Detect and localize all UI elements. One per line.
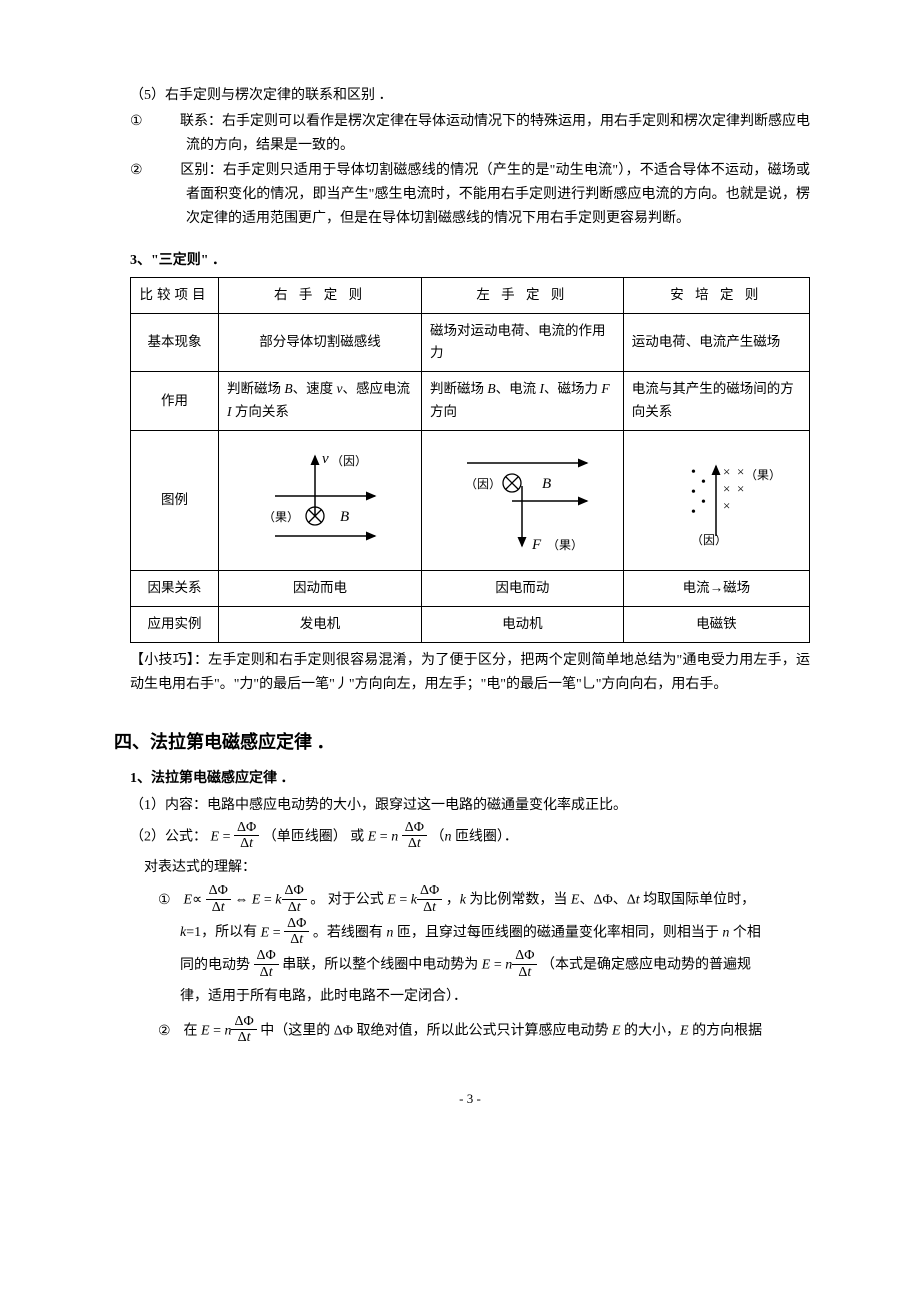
row-action: 作用 判断磁场 B、速度 v、感应电流 I 方向关系 判断磁场 B、电流 I、磁… <box>131 372 810 431</box>
col-left-hand: 左 手 定 则 <box>422 277 624 313</box>
cell: 因动而电 <box>219 571 422 607</box>
three-rules-table: 比较项目 右 手 定 则 左 手 定 则 安 培 定 则 基本现象 部分导体切割… <box>130 277 810 644</box>
cell: 因电而动 <box>422 571 624 607</box>
cell: 电流与其产生的磁场间的方向关系 <box>623 372 809 431</box>
n-coil-note: （n 匝线圈）． <box>430 829 518 844</box>
item-2-text: 区别：右手定则只适用于导体切割磁感线的情况（产生的是"动生电流"），不适合导体不… <box>180 163 810 226</box>
row-application: 应用实例 发电机 电动机 电磁铁 <box>131 607 810 643</box>
item-1-text: 联系：右手定则可以看作是楞次定律在导体运动情况下的特殊运用，用右手定则和楞次定律… <box>180 114 810 153</box>
cell: 部分导体切割磁感线 <box>219 313 422 372</box>
circled-2: ② <box>158 159 180 183</box>
svg-text:×: × <box>723 481 730 496</box>
section-4-heading: 四、法拉第电磁感应定律 ． <box>114 727 810 758</box>
svg-text:•: • <box>691 465 696 480</box>
text: 律，适用于所有电路，此时电路不一定闭合）． <box>158 989 467 1004</box>
expl-item-2: ② 在 E = nΔΦΔt 中（这里的 ΔΦ 取绝对值，所以此公式只计算感应电动… <box>158 1015 810 1047</box>
formula-prefix: （2）公式： <box>130 829 207 844</box>
content-line: （1）内容：电路中感应电动势的大小，跟穿过这一电路的磁通量变化率成正比。 <box>130 794 810 818</box>
cell: 判断磁场 B、电流 I、磁场力 F 方向 <box>422 372 624 431</box>
row-phenomenon: 基本现象 部分导体切割磁感线 磁场对运动电荷、电流的作用力 运动电荷、电流产生磁… <box>131 313 810 372</box>
three-rules-heading: 3、"三定则" ． <box>130 249 810 273</box>
col-right-hand: 右 手 定 则 <box>219 277 422 313</box>
svg-text:•: • <box>691 505 696 520</box>
diagram-svg-1: v （因） B （果） <box>245 441 395 561</box>
svg-text:•: • <box>701 495 706 510</box>
cell: 电流→磁场 <box>623 571 809 607</box>
col-compare: 比较项目 <box>131 277 219 313</box>
v-note: （因） <box>331 454 367 468</box>
diagram-right-hand: v （因） B （果） <box>219 431 422 571</box>
expl-item-1: ① E∝ ΔΦΔt ⇔ E = kΔΦΔt 。 对于公式 E = kΔΦΔt ，… <box>158 884 810 1011</box>
text: 中（这里的 ΔΦ 取绝对值，所以此公式只计算感应电动势 E 的大小，E 的方向根… <box>260 1024 762 1039</box>
guo-label: （果） <box>745 468 781 482</box>
svg-text:×: × <box>737 481 744 496</box>
diagram-svg-2: （因） B F （果） <box>437 441 607 561</box>
fraction: ΔΦΔt <box>234 820 259 852</box>
text: ，k 为比例常数，当 E、ΔΦ、Δt 均取国际单位时， <box>446 893 755 908</box>
cell-label: 应用实例 <box>131 607 219 643</box>
svg-text:•: • <box>691 485 696 500</box>
svg-text:×: × <box>737 464 744 479</box>
cell: 发电机 <box>219 607 422 643</box>
circled-1: ① <box>158 110 180 134</box>
f-label: F <box>531 537 542 553</box>
explanation-block: ① E∝ ΔΦΔt ⇔ E = kΔΦΔt 。 对于公式 E = kΔΦΔt ，… <box>158 884 810 1047</box>
text: （本式是确定感应电动势的普遍规 <box>541 958 751 973</box>
cell-text: 判断磁场 B、速度 v、感应电流 I 方向关系 <box>227 381 410 419</box>
formula-line: （2）公式： E = ΔΦΔt （单匝线圈） 或 E = n ΔΦΔt （n 匝… <box>130 821 810 853</box>
page-number: - 3 - <box>130 1088 810 1110</box>
cell: 电动机 <box>422 607 624 643</box>
subsection-5-title: （5）右手定则与楞次定律的联系和区别 ． <box>130 84 810 108</box>
circled-1: ① <box>158 886 180 915</box>
text: 串联，所以整个线圈中电动势为 <box>282 958 478 973</box>
fraction: ΔΦΔt <box>402 820 427 852</box>
cell: 运动电荷、电流产生磁场 <box>623 313 809 372</box>
v-label: v <box>322 451 329 467</box>
diagram-left-hand: （因） B F （果） <box>422 431 624 571</box>
guo-label: （果） <box>547 538 583 552</box>
section5-list: ①联系：右手定则可以看作是楞次定律在导体运动情况下的特殊运用，用右手定则和楞次定… <box>158 110 810 231</box>
b-label: B <box>340 509 349 525</box>
text: k=1，所以有 <box>158 925 261 940</box>
text: 。若线圈有 n 匝，且穿过每匝线圈的磁通量变化率相同，则相当于 n 个相 <box>313 925 761 940</box>
yin-label: （因） <box>465 477 501 491</box>
circled-2: ② <box>158 1017 180 1046</box>
text: 。 对于公式 <box>310 893 384 908</box>
cell: 磁场对运动电荷、电流的作用力 <box>422 313 624 372</box>
b-label: B <box>542 476 551 492</box>
cell-label: 作用 <box>131 372 219 431</box>
cell: 判断磁场 B、速度 v、感应电流 I 方向关系 <box>219 372 422 431</box>
text: 同的电动势 <box>158 958 250 973</box>
svg-text:×: × <box>723 464 730 479</box>
text: 在 <box>184 1024 198 1039</box>
diagram-ampere: • • • • • × × × × × （果） （因） <box>623 431 809 571</box>
item-2: ②区别：右手定则只适用于导体切割磁感线的情况（产生的是"动生电流"），不适合导体… <box>158 159 810 230</box>
tip-paragraph: 【小技巧】：左手定则和右手定则很容易混淆，为了便于区分，把两个定则简单地总结为"… <box>130 649 810 697</box>
explanation-head: 对表达式的理解： <box>144 856 810 880</box>
col-ampere: 安 培 定 则 <box>623 277 809 313</box>
cell: 电磁铁 <box>623 607 809 643</box>
svg-text:×: × <box>723 498 730 513</box>
cell-text: 判断磁场 B、电流 I、磁场力 F 方向 <box>430 381 610 419</box>
cell-label: 因果关系 <box>131 571 219 607</box>
diagram-svg-3: • • • • • × × × × × （果） （因） <box>641 441 791 561</box>
cell-label: 基本现象 <box>131 313 219 372</box>
cell-label: 图例 <box>131 431 219 571</box>
item-1: ①联系：右手定则可以看作是楞次定律在导体运动情况下的特殊运用，用右手定则和楞次定… <box>158 110 810 158</box>
svg-text:•: • <box>701 475 706 490</box>
subsection-1-heading: 1、法拉第电磁感应定律 ． <box>130 767 810 791</box>
table-header-row: 比较项目 右 手 定 则 左 手 定 则 安 培 定 则 <box>131 277 810 313</box>
single-coil-note: （单匝线圈） 或 <box>263 829 365 844</box>
yin-label: （因） <box>691 533 727 547</box>
row-cause: 因果关系 因动而电 因电而动 电流→磁场 <box>131 571 810 607</box>
guo-label: （果） <box>263 510 299 524</box>
row-diagram: 图例 v （因） B （果） <box>131 431 810 571</box>
